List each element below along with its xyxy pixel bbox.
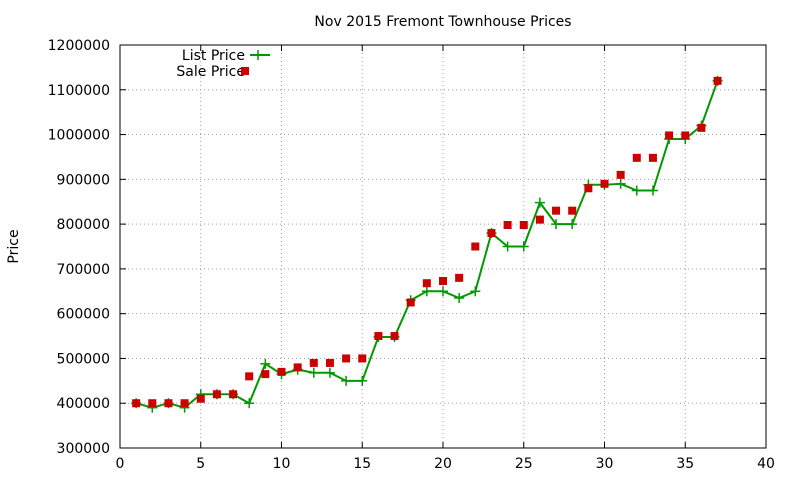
sale-price-point [552, 206, 561, 215]
list-price-point [357, 375, 368, 386]
sale-price-point [390, 332, 399, 341]
y-tick-label: 900000 [57, 172, 110, 188]
sale-price-point [648, 153, 657, 162]
y-tick-label: 1200000 [48, 38, 110, 54]
legend-label-sale-price: Sale Price [176, 64, 245, 80]
sale-price-point [374, 332, 383, 341]
sale-price-point [632, 153, 641, 162]
sale-price-point [196, 394, 205, 403]
list-price-point [470, 286, 481, 297]
sale-price-point [455, 273, 464, 282]
sale-price-point [616, 170, 625, 179]
sale-price-point [439, 276, 447, 285]
y-tick-label: 800000 [57, 217, 110, 233]
list-price-point [615, 178, 626, 189]
legend-marker-sale-price [241, 67, 249, 75]
sale-price-point [180, 399, 189, 408]
list-price-point [341, 375, 352, 386]
list-price-point [244, 398, 255, 409]
sale-price-point [503, 221, 512, 230]
y-tick-label: 400000 [57, 396, 110, 412]
list-price-point [567, 219, 578, 230]
sale-price-point [584, 184, 593, 193]
x-tick-label: 25 [515, 456, 533, 472]
sale-price-point [148, 399, 157, 408]
y-tick-label: 500000 [57, 351, 110, 367]
sale-price-point [261, 370, 270, 379]
list-price-point [551, 219, 562, 230]
y-axis-label: Price [6, 229, 22, 263]
sale-price-point [293, 363, 302, 372]
sale-price-point [568, 206, 577, 215]
sale-price-point [245, 372, 254, 381]
grid [120, 45, 766, 448]
sale-price-point [681, 131, 690, 140]
sale-price-point [309, 358, 318, 367]
sale-price-point [132, 399, 141, 408]
sale-price-point [713, 76, 722, 85]
sale-price-point [487, 229, 496, 238]
sale-price-point [697, 123, 706, 132]
list-price-point [308, 367, 319, 378]
sale-price-point [229, 390, 238, 399]
sale-price-point [600, 179, 609, 188]
list-price-point [454, 292, 465, 303]
sale-price-point [471, 242, 480, 251]
legend-plus-marker [253, 50, 263, 60]
x-tick-label: 20 [434, 456, 452, 472]
y-tick-label: 700000 [57, 262, 110, 278]
sale-price-point [406, 298, 415, 307]
sale-price-point [212, 390, 221, 399]
y-tick-label: 1100000 [48, 83, 110, 99]
sale-price-point [164, 399, 173, 408]
list-price-line [135, 80, 719, 409]
sale-price-point [342, 354, 351, 363]
ticks: 0 5 10 15 20 25 30 35 40 300000 400000 500000 600000… [48, 38, 775, 472]
y-tick-label: 600000 [57, 307, 110, 323]
sale-price-point [422, 279, 431, 288]
sale-price-point [277, 367, 286, 376]
x-tick-label: 5 [196, 456, 205, 472]
x-tick-label: 10 [273, 456, 291, 472]
sale-price-point [665, 131, 674, 140]
sale-price-point [325, 358, 334, 367]
x-tick-label: 35 [676, 456, 694, 472]
list-price-point [421, 286, 432, 297]
list-price-point [438, 286, 448, 297]
y-tick-label: 1000000 [48, 128, 110, 144]
x-tick-label: 30 [596, 456, 614, 472]
x-tick-label: 40 [757, 456, 775, 472]
legend-label-list-price: List Price [182, 48, 245, 64]
list-price-point [260, 358, 271, 369]
list-price-point [502, 241, 513, 252]
sale-price-point [519, 221, 528, 230]
sale-price-point [535, 215, 544, 224]
list-price-point [631, 185, 642, 196]
list-price-point [518, 241, 529, 252]
list-price-point [324, 367, 335, 378]
x-tick-label: 15 [353, 456, 371, 472]
list-price-point [534, 197, 545, 208]
chart-title: Nov 2015 Fremont Townhouse Prices [314, 14, 571, 30]
x-tick-label: 0 [116, 456, 125, 472]
legend: List Price Sale Price [176, 48, 270, 80]
y-tick-label: 300000 [57, 441, 110, 457]
legend-marker-list-price [253, 50, 263, 60]
sale-price-point [358, 354, 367, 363]
series [131, 75, 723, 413]
list-price-point [647, 185, 658, 196]
